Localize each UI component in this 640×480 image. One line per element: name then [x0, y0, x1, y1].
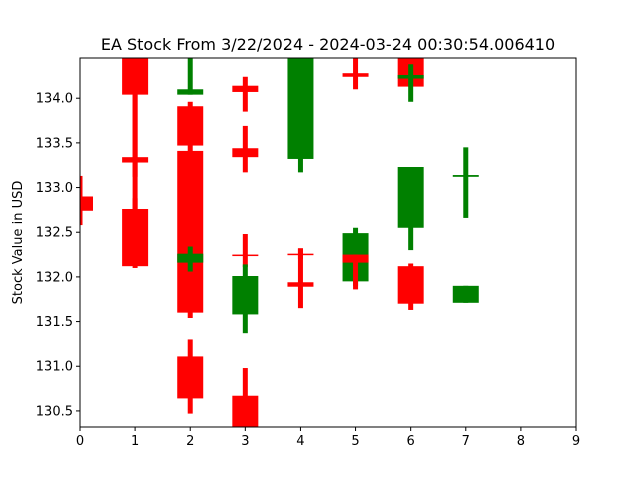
- chart-title: EA Stock From 3/22/2024 - 2024-03-24 00:…: [101, 35, 555, 54]
- candles-group: [80, 58, 479, 427]
- candle-body: [177, 150, 204, 313]
- candle-body: [122, 208, 149, 267]
- x-tick-label: 9: [572, 434, 580, 449]
- candle-wick: [242, 234, 248, 268]
- candle-wick: [297, 248, 303, 309]
- y-tick-label: 132.0: [36, 270, 73, 285]
- candle-body: [287, 58, 314, 159]
- axes-group: 0 1 2 3 4 5 6 7 8 9 130.5 131.0 131.5 132.0 132.5 133.0…: [36, 92, 580, 449]
- candle-body: [232, 85, 259, 92]
- x-tick-label: 6: [407, 434, 415, 449]
- x-tick-label: 0: [76, 434, 84, 449]
- candle-body: [177, 356, 204, 399]
- candle-body: [232, 254, 259, 257]
- candle-wick: [187, 58, 193, 95]
- plot-frame: [79, 57, 577, 428]
- candle-body: [177, 106, 204, 146]
- candle-body: [232, 276, 259, 315]
- y-tick-label: 132.5: [36, 226, 73, 241]
- x-tick-label: 7: [462, 434, 470, 449]
- x-tick-label: 2: [186, 434, 194, 449]
- y-tick-label: 131.5: [36, 315, 73, 330]
- candle-body: [342, 254, 369, 263]
- y-tick-label: 133.5: [36, 136, 73, 151]
- candle-wick: [408, 64, 414, 102]
- candle-body: [80, 196, 93, 211]
- x-tick-label: 4: [296, 434, 304, 449]
- candle-wick: [242, 76, 248, 112]
- candle-body: [177, 253, 204, 263]
- y-tick-label: 131.0: [36, 360, 73, 375]
- x-tick-label: 5: [351, 434, 359, 449]
- candle-wick: [353, 254, 359, 290]
- candle-body: [122, 58, 149, 95]
- candle-body: [397, 266, 424, 304]
- candle-body: [452, 175, 479, 177]
- y-tick-label: 130.5: [36, 404, 73, 419]
- candle-wick: [463, 147, 469, 218]
- candle-body: [287, 282, 314, 287]
- y-axis-label: Stock Value in USD: [11, 181, 26, 305]
- y-tick-label: 133.0: [36, 181, 73, 196]
- candle-body: [232, 148, 259, 158]
- candle-body: [452, 285, 479, 303]
- candle-body: [122, 157, 149, 163]
- y-tick-label: 134.0: [36, 92, 73, 107]
- candle-body: [177, 89, 204, 95]
- x-tick-label: 8: [517, 434, 525, 449]
- x-tick-label: 1: [131, 434, 139, 449]
- candle-body: [397, 74, 424, 79]
- x-tick-label: 3: [241, 434, 249, 449]
- candle-body: [232, 395, 259, 427]
- candle-wick: [132, 94, 138, 177]
- candle-body: [397, 167, 424, 228]
- candle-body: [342, 73, 369, 77]
